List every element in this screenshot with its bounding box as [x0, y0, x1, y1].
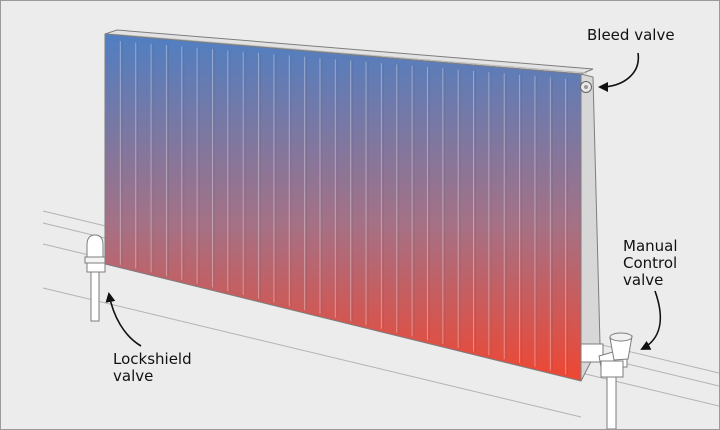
- lockshield-label-line-2: valve: [113, 367, 154, 385]
- callout-arrows: [105, 52, 662, 350]
- manual-control-valve: [580, 332, 633, 378]
- bleed-valve-arrow: [598, 52, 640, 92]
- manual-control-valve-label: Manual Control valve: [623, 238, 678, 289]
- radiator-fins: [119, 41, 569, 375]
- lockshield-valve: [84, 234, 106, 273]
- top-grille: [110, 33, 588, 74]
- manual-label-line-3: valve: [623, 271, 664, 289]
- bleed-valve-label: Bleed valve: [587, 26, 675, 44]
- lockshield-valve-label: Lockshield valve: [113, 351, 192, 385]
- lockshield-valve-arrow: [105, 292, 142, 347]
- manual-label-line-2: Control: [623, 254, 678, 272]
- radiator-front: [104, 33, 582, 382]
- radiator-side: [580, 73, 601, 382]
- manual-label-line-1: Manual: [623, 237, 678, 255]
- lockshield-label-line-1: Lockshield: [113, 350, 192, 368]
- manual-valve-arrow: [640, 290, 662, 350]
- bleed-valve: [580, 81, 592, 93]
